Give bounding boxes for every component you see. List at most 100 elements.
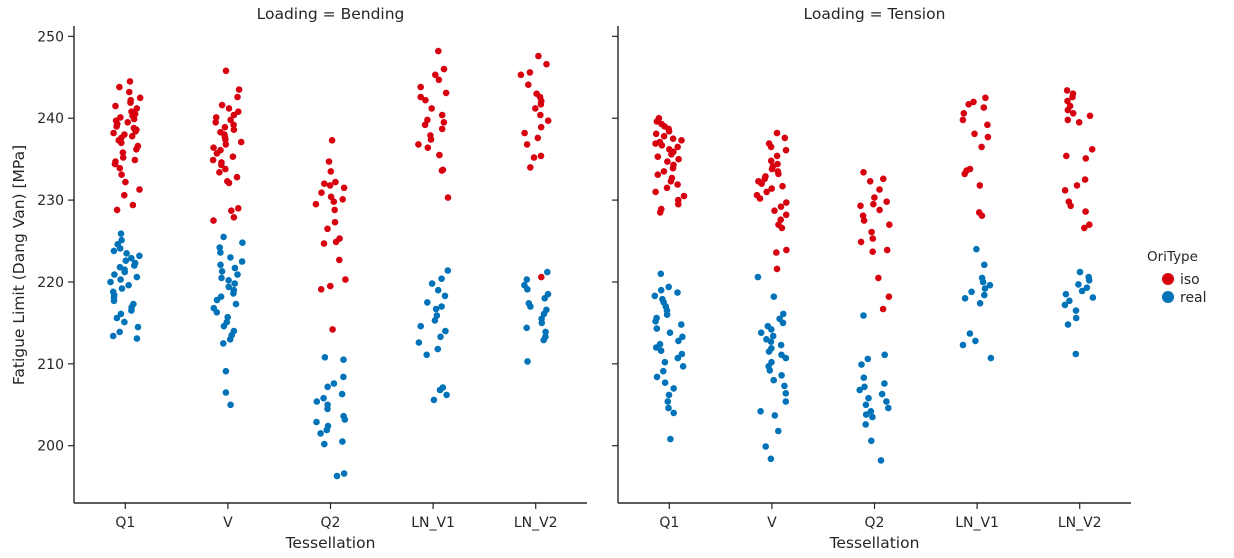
data-point-iso: [870, 200, 877, 208]
legend-label-iso: iso: [1180, 272, 1200, 288]
data-point-real: [862, 411, 870, 418]
data-point-iso: [321, 180, 328, 187]
data-point-real: [321, 440, 328, 448]
data-point-real: [323, 426, 331, 434]
data-point-iso: [230, 121, 237, 129]
data-point-real: [678, 321, 685, 328]
data-point-iso: [342, 276, 349, 283]
data-point-iso: [235, 205, 242, 212]
data-point-iso: [136, 94, 144, 102]
data-point-real: [110, 297, 118, 305]
data-point-iso: [234, 93, 241, 101]
data-point-real: [678, 350, 686, 358]
data-point-iso: [221, 123, 229, 131]
data-point-real: [966, 330, 974, 337]
data-point-real: [959, 341, 967, 349]
data-point-real: [424, 299, 431, 306]
data-point-iso: [978, 212, 986, 219]
data-point-iso: [318, 189, 325, 196]
data-point-iso: [871, 194, 878, 201]
data-point-real: [777, 341, 785, 349]
data-point-real: [340, 470, 348, 477]
legend-marker-iso: [1162, 273, 1174, 285]
data-point-iso: [868, 228, 875, 236]
data-point-iso: [980, 104, 988, 111]
data-point-iso: [325, 158, 333, 165]
data-point-real: [220, 322, 228, 330]
data-point-iso: [435, 47, 442, 55]
data-point-real: [107, 278, 114, 286]
data-point-real: [220, 233, 227, 241]
data-point-iso: [781, 134, 789, 142]
data-point-iso: [113, 206, 121, 214]
data-point-iso: [883, 198, 890, 205]
data-point-iso: [526, 69, 534, 76]
x-tick-label: Q2: [865, 515, 885, 531]
data-point-real: [660, 367, 667, 375]
data-point-real: [1062, 290, 1070, 298]
data-point-iso: [427, 136, 435, 143]
data-point-real: [666, 329, 674, 337]
data-point-iso: [1081, 224, 1088, 232]
data-point-iso: [235, 86, 243, 93]
data-point-iso: [339, 196, 347, 203]
data-point-iso: [438, 111, 446, 119]
data-point-real: [862, 401, 870, 409]
data-point-real: [238, 258, 246, 265]
data-point-iso: [222, 165, 229, 173]
data-point-real: [878, 390, 886, 398]
data-point-iso: [432, 71, 439, 79]
data-point-iso: [860, 169, 867, 176]
data-point-iso: [119, 149, 127, 156]
data-point-real: [1078, 287, 1086, 295]
data-point-iso: [783, 246, 790, 254]
data-point-iso: [227, 116, 234, 124]
data-point-iso: [885, 293, 893, 301]
data-point-real: [338, 390, 346, 398]
data-point-iso: [1063, 152, 1070, 160]
data-point-real: [133, 273, 141, 281]
data-point-real: [434, 345, 442, 353]
data-point-iso: [876, 186, 883, 193]
data-point-iso: [767, 157, 775, 165]
data-point-real: [986, 281, 994, 289]
data-point-iso: [537, 152, 545, 160]
data-point-real: [968, 288, 975, 296]
data-point-iso: [424, 116, 431, 124]
data-point-real: [864, 355, 872, 363]
data-point-real: [128, 307, 135, 314]
data-point-real: [122, 257, 130, 265]
data-point-real: [860, 312, 867, 319]
data-point-iso: [228, 207, 235, 214]
data-point-iso: [675, 200, 682, 208]
data-point-real: [881, 380, 888, 387]
data-point-iso: [783, 199, 790, 206]
y-tick-label: 200: [37, 439, 64, 455]
data-point-real: [117, 276, 124, 283]
data-point-real: [239, 239, 246, 246]
data-point-iso: [116, 83, 123, 91]
data-point-iso: [779, 182, 786, 190]
data-point-real: [674, 354, 682, 362]
data-point-iso: [424, 144, 432, 151]
data-point-real: [661, 358, 669, 366]
data-point-iso: [127, 99, 134, 106]
data-point-iso: [327, 193, 335, 201]
data-point-real: [667, 435, 674, 443]
data-point-iso: [438, 167, 446, 174]
data-point-real: [1072, 314, 1080, 322]
data-point-iso: [113, 123, 120, 130]
data-point-iso: [417, 83, 425, 91]
data-point-real: [770, 376, 777, 384]
data-point-real: [1076, 268, 1084, 276]
data-point-real: [234, 271, 241, 278]
data-point-iso: [656, 209, 664, 216]
data-point-real: [881, 351, 888, 359]
data-point-real: [231, 264, 239, 272]
data-point-real: [765, 348, 773, 355]
data-point-iso: [230, 111, 238, 119]
data-point-real: [441, 292, 449, 300]
data-point-iso: [535, 52, 542, 60]
data-point-iso: [212, 119, 219, 126]
data-point-iso: [124, 119, 131, 126]
